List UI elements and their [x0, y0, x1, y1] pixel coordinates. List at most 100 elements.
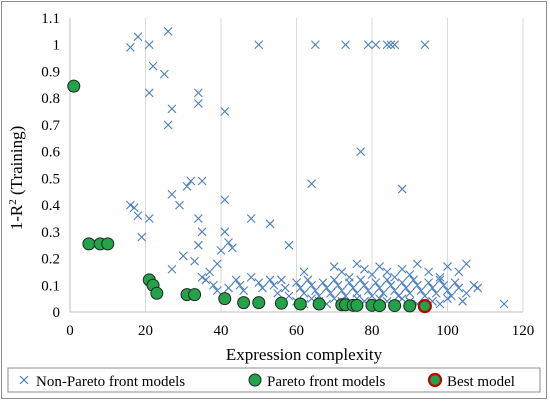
point-stroke: [394, 291, 403, 301]
point-stroke: [382, 40, 392, 50]
point-stroke: [197, 176, 207, 186]
non-pareto-point: [148, 61, 158, 71]
point-stroke: [144, 214, 154, 223]
non-pareto-point: [299, 288, 309, 298]
pareto-point: [350, 298, 364, 312]
point-stroke: [307, 280, 316, 290]
point-stroke: [329, 262, 339, 271]
point-stroke: [329, 275, 339, 285]
non-pareto-point: [390, 40, 400, 50]
pareto-point: [188, 288, 202, 302]
non-pareto-point: [341, 40, 350, 50]
point-stroke: [129, 203, 139, 213]
y-tick-label: 1: [53, 38, 61, 54]
y-axis-label-main: 1-R: [7, 204, 26, 230]
non-pareto-point: [212, 259, 222, 269]
non-pareto-point: [439, 280, 449, 290]
point-stroke: [212, 259, 222, 269]
point-stroke: [412, 259, 422, 269]
point-stroke: [360, 280, 369, 290]
point-stroke: [167, 190, 177, 199]
y-tick-label: 0.6: [41, 145, 60, 161]
non-pareto-point: [310, 286, 320, 296]
point-stroke: [409, 275, 418, 285]
legend-green-circle-icon: [248, 373, 262, 387]
point-stroke: [397, 184, 407, 194]
non-pareto-point: [397, 278, 407, 287]
y-tick-label: 0.8: [41, 91, 60, 107]
pareto-point: [403, 299, 417, 313]
point-stroke: [284, 291, 294, 301]
non-pareto-point: [428, 283, 437, 293]
non-pareto-point: [348, 283, 358, 293]
point-stroke: [458, 296, 467, 306]
non-pareto-point: [167, 264, 177, 274]
legend-label-pareto: Pareto front models: [267, 374, 385, 390]
non-pareto-point: [193, 214, 203, 223]
non-pareto-point: [473, 283, 483, 293]
point-stroke: [201, 275, 211, 285]
x-tick-label: 120: [512, 323, 535, 339]
x-tick-label: 80: [365, 323, 380, 339]
non-pareto-point: [412, 259, 422, 269]
non-pareto-point: [193, 240, 203, 250]
non-pareto-point: [326, 288, 335, 298]
point-stroke: [299, 267, 309, 277]
non-pareto-point: [337, 267, 347, 277]
y-axis-label: 1-R2 (Training): [7, 126, 26, 231]
non-pareto-point: [254, 278, 264, 287]
non-pareto-point: [220, 227, 230, 237]
point-stroke: [397, 278, 407, 287]
x-tick-label: 60: [289, 323, 304, 339]
point-stroke: [367, 291, 377, 301]
point-stroke: [299, 288, 309, 298]
non-pareto-point: [212, 286, 222, 296]
point-stroke: [352, 259, 362, 269]
non-pareto-point: [461, 288, 471, 298]
pareto-point: [82, 237, 96, 251]
point-stroke: [265, 219, 275, 229]
non-pareto-point: [329, 275, 339, 285]
non-pareto-point: [144, 214, 154, 223]
non-pareto-point: [307, 280, 316, 290]
point-stroke: [193, 99, 203, 108]
y-tick-label: 0.5: [41, 171, 60, 187]
point-stroke: [273, 288, 283, 298]
point-stroke: [420, 40, 430, 50]
non-pareto-point: [401, 283, 411, 293]
non-pareto-point: [352, 259, 362, 269]
point-stroke: [412, 280, 422, 290]
non-pareto-point: [469, 280, 479, 290]
non-pareto-point: [303, 275, 313, 285]
x-tick-label: 100: [436, 323, 459, 339]
non-pareto-point: [295, 283, 305, 293]
non-pareto-point: [375, 262, 384, 271]
point-stroke: [386, 40, 396, 50]
point-stroke: [254, 40, 264, 50]
non-pareto-point: [329, 262, 339, 271]
non-pareto-point: [126, 43, 135, 52]
point-stroke: [454, 267, 464, 277]
x-axis-label: Expression complexity: [226, 345, 383, 364]
point-stroke: [390, 272, 400, 282]
y-axis-label-sup: 2: [7, 199, 19, 205]
non-pareto-point: [182, 181, 192, 191]
non-pareto-point: [390, 272, 400, 282]
non-pareto-point: [205, 267, 215, 277]
non-pareto-point: [190, 256, 199, 266]
pareto-point: [373, 299, 387, 313]
non-pareto-point: [137, 232, 147, 242]
point-stroke: [386, 280, 396, 290]
point-stroke: [246, 214, 256, 223]
non-pareto-point: [197, 176, 207, 186]
point-stroke: [197, 272, 207, 282]
point-stroke: [193, 214, 203, 223]
point-stroke: [148, 61, 158, 71]
point-stroke: [469, 280, 479, 290]
non-pareto-point: [454, 283, 464, 293]
non-pareto-point: [443, 294, 452, 304]
point-stroke: [265, 275, 275, 285]
non-pareto-point: [446, 291, 456, 301]
point-stroke: [307, 179, 316, 189]
